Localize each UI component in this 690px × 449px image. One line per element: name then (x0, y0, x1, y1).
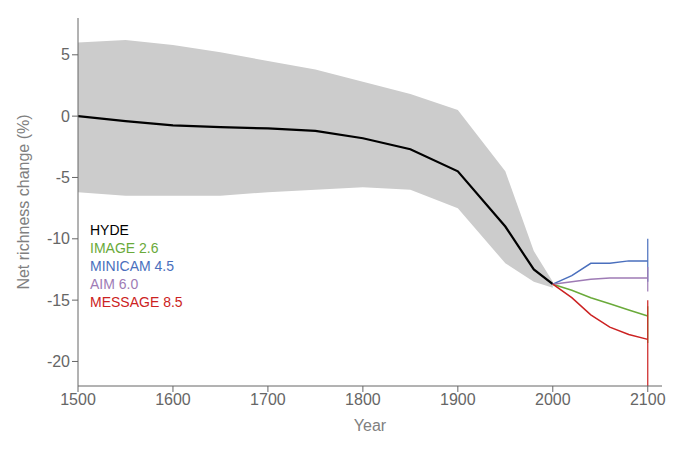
svg-text:1600: 1600 (155, 391, 191, 408)
svg-text:1800: 1800 (345, 391, 381, 408)
svg-text:-10: -10 (47, 230, 70, 247)
svg-text:-5: -5 (56, 169, 70, 186)
svg-text:1900: 1900 (440, 391, 476, 408)
svg-text:0: 0 (61, 108, 70, 125)
svg-text:-15: -15 (47, 292, 70, 309)
html-text:MINICAM 4.5: MINICAM 4.5 (90, 258, 174, 274)
html-text:IMAGE 2.6: IMAGE 2.6 (90, 240, 159, 256)
svg-text:2000: 2000 (535, 391, 571, 408)
html-text:MESSAGE 8.5: MESSAGE 8.5 (90, 294, 183, 310)
html-text:HYDE: HYDE (90, 222, 129, 238)
svg-text:1500: 1500 (60, 391, 96, 408)
svg-text:-20: -20 (47, 353, 70, 370)
svg-text:2100: 2100 (630, 391, 666, 408)
html-text:AIM 6.0: AIM 6.0 (90, 276, 139, 292)
svg-text:1700: 1700 (250, 391, 286, 408)
svg-text:Net richness change (%): Net richness change (%) (15, 114, 32, 289)
svg-text:5: 5 (61, 46, 70, 63)
svg-text:Year: Year (354, 417, 387, 434)
